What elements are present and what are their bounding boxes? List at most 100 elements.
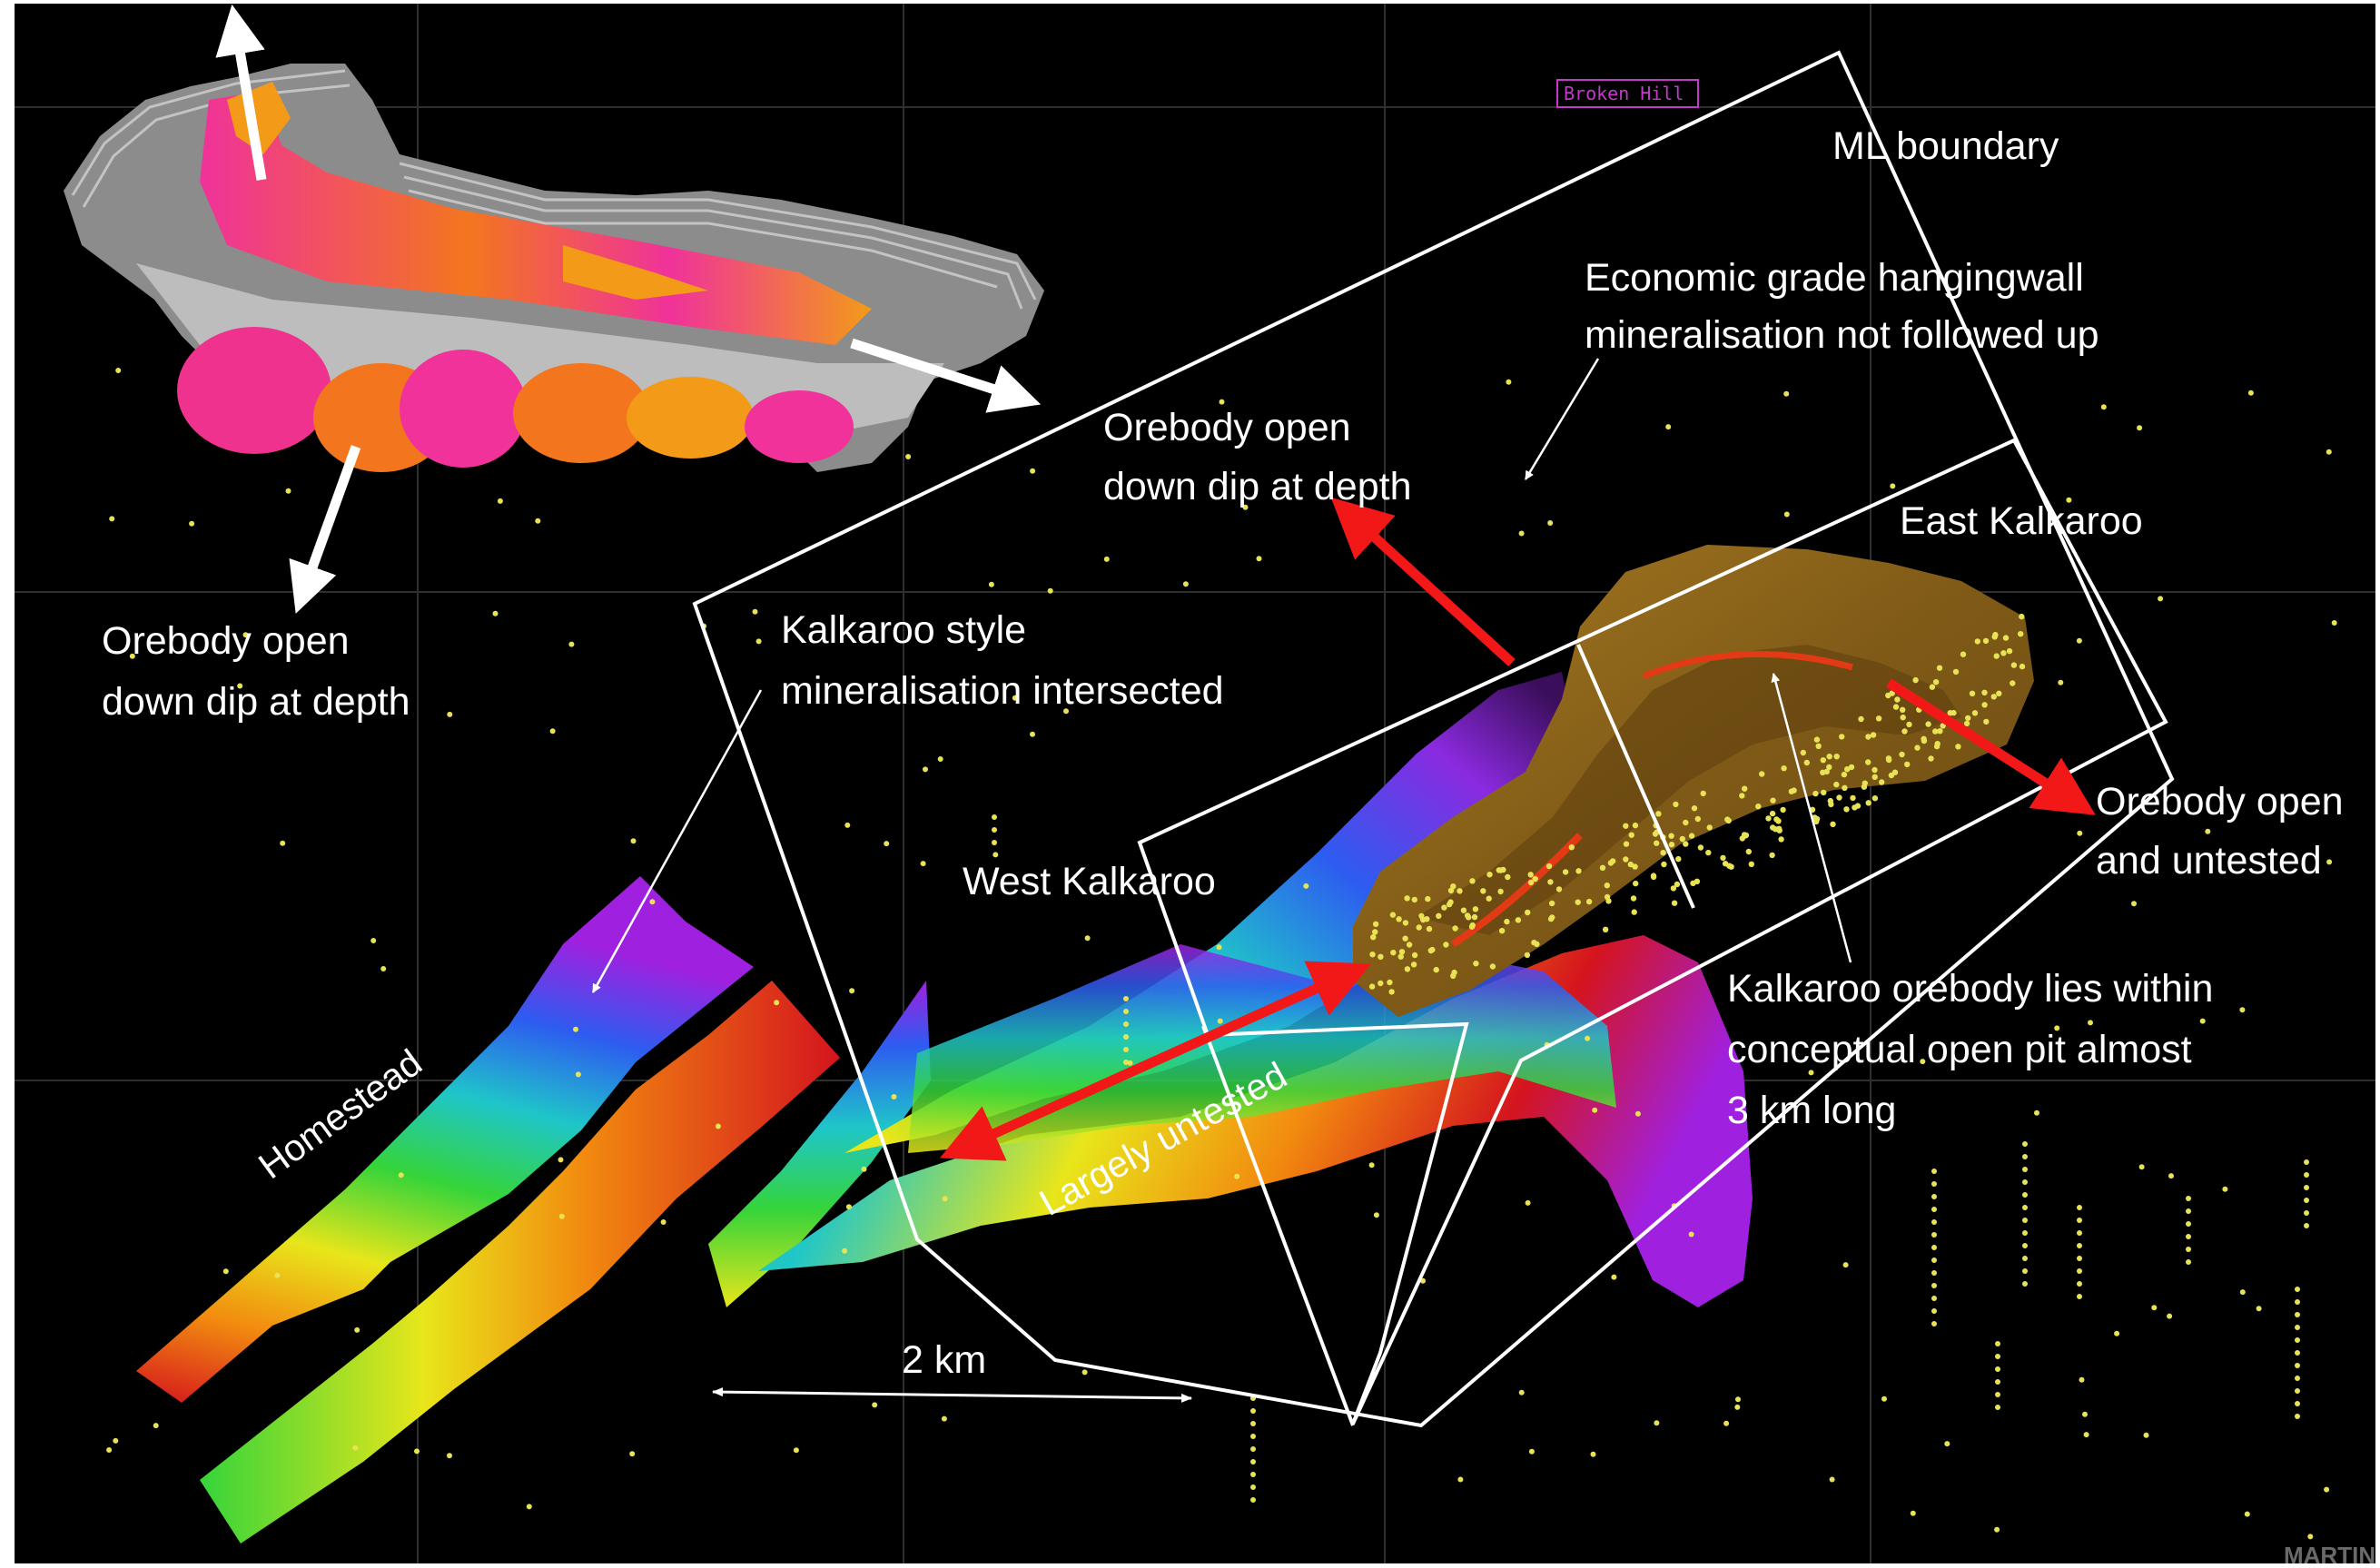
- east-kalkaroo-label: East Kalkaroo: [1900, 499, 2143, 543]
- drill-hole-dot: [1900, 715, 1906, 721]
- drill-hole-dot: [630, 838, 637, 844]
- drill-hole-dot: [1650, 873, 1657, 879]
- drill-hole-dot: [2256, 1306, 2262, 1312]
- drill-hole-dot: [1839, 734, 1845, 740]
- red-arrow-east: [1886, 678, 2096, 815]
- drill-hole-dot: [1735, 1396, 1741, 1403]
- drill-hole-dot: [1632, 822, 1639, 829]
- drill-hole-dot: [1489, 963, 1496, 970]
- drill-hole-dot: [1654, 1420, 1660, 1426]
- drill-hole-dot: [492, 610, 499, 616]
- drill-hole-dot: [1993, 653, 2000, 659]
- drill-hole-dot: [2022, 1179, 2028, 1185]
- drill-hole-dot: [2066, 497, 2072, 503]
- drill-hole-dot: [2058, 679, 2064, 685]
- drill-hole-dot: [1995, 1379, 2000, 1385]
- drill-hole-dot: [2022, 1230, 2028, 1236]
- white-arrows: [215, 4, 1042, 614]
- drill-hole-dot: [1047, 587, 1053, 594]
- drill-hole-dot: [2304, 1210, 2309, 1216]
- drill-hole-dot: [1661, 861, 1667, 868]
- drill-hole-dot: [1084, 935, 1091, 942]
- drill-hole-dot: [1836, 794, 1842, 801]
- drill-hole-dot: [1931, 1257, 1937, 1263]
- drill-hole-dot: [1123, 1047, 1129, 1052]
- drill-hole-dot: [1861, 784, 1868, 790]
- drill-hole-dot: [1865, 800, 1871, 806]
- drill-hole-dot: [1739, 793, 1745, 799]
- drill-hole-dot: [113, 1437, 119, 1444]
- drill-hole-dot: [1931, 1308, 1937, 1314]
- drill-hole-dot: [2076, 637, 2082, 644]
- drill-hole-dot: [1387, 979, 1393, 986]
- drill-hole-dot: [1995, 1366, 2000, 1372]
- drill-hole-dot: [1788, 788, 1795, 794]
- drill-hole-dot: [1378, 953, 1384, 961]
- drill-hole-dot: [1398, 949, 1406, 955]
- drill-hole-dot: [1995, 1354, 2000, 1359]
- drill-hole-dot: [2205, 828, 2211, 834]
- drill-hole-dot: [1925, 721, 1931, 727]
- drill-hole-dot: [1914, 745, 1921, 751]
- drill-hole-dot: [1368, 983, 1376, 990]
- drill-hole-dot: [1981, 702, 1988, 708]
- drill-hole-dot: [992, 852, 999, 858]
- drill-hole-dot: [2304, 1185, 2309, 1190]
- drill-hole-dot: [1900, 706, 1906, 713]
- drill-hole-dot: [2326, 449, 2332, 455]
- drill-hole-dot: [1829, 1476, 1835, 1483]
- drill-hole-dot: [1937, 728, 1943, 735]
- drill-hole-dot: [447, 1453, 452, 1459]
- drill-hole-dot: [2295, 1287, 2300, 1292]
- drill-hole-dot: [1931, 1270, 1937, 1276]
- drill-hole-dot: [109, 516, 115, 522]
- drill-hole-dot: [1994, 1526, 2000, 1533]
- drill-hole-dot: [1778, 836, 1784, 843]
- drill-hole-dot: [1373, 1212, 1379, 1218]
- drill-hole-dot: [1406, 942, 1413, 948]
- drill-hole-dot: [1881, 1395, 1887, 1402]
- corner-logo: MARTIN: [2284, 1542, 2375, 1568]
- drill-hole-dot: [1901, 728, 1908, 735]
- drill-hole-dot: [1389, 912, 1397, 918]
- drill-hole-dot: [1981, 689, 1988, 695]
- drill-hole-dot: [370, 938, 377, 943]
- drill-hole-dot: [2077, 1218, 2082, 1223]
- drill-hole-dot: [1894, 696, 1901, 703]
- open-dip-center-label-2: down dip at depth: [1103, 465, 1412, 508]
- drill-hole-dot: [1823, 768, 1831, 775]
- drill-hole-dot: [1826, 754, 1832, 760]
- drill-hole-dot: [2022, 1243, 2028, 1248]
- homestead-surface: [136, 876, 931, 1543]
- drill-hole-dot: [2022, 1268, 2028, 1274]
- drill-hole-dot: [242, 632, 249, 638]
- drill-hole-dot: [1931, 1207, 1937, 1212]
- drill-hole-dot: [1411, 952, 1418, 959]
- drill-hole-dot: [189, 520, 195, 527]
- drill-hole-dot: [1665, 424, 1672, 430]
- drill-hole-dot: [1012, 695, 1018, 701]
- drill-hole-dot: [1219, 399, 1225, 405]
- drill-hole-dot: [2158, 596, 2164, 602]
- drill-hole-dot: [1688, 1231, 1694, 1238]
- drill-hole-dot: [1030, 468, 1036, 474]
- drill-hole-dot: [2019, 663, 2026, 670]
- drill-hole-dot: [1858, 715, 1864, 723]
- drill-hole-dot: [1683, 841, 1689, 847]
- drill-hole-dot: [1623, 823, 1629, 829]
- drill-hole-dot: [1742, 833, 1748, 839]
- drill-hole-dot: [2082, 1411, 2088, 1417]
- drill-hole-dot: [1759, 771, 1765, 777]
- drill-hole-dot: [2022, 1218, 2028, 1223]
- drill-hole-dot: [2326, 859, 2333, 865]
- drill-hole-dot: [1871, 795, 1879, 802]
- drill-hole-dot: [1471, 913, 1478, 921]
- drill-hole-dot: [1605, 898, 1612, 904]
- drill-hole-dot: [1460, 907, 1467, 913]
- drill-hole-dot: [1815, 743, 1822, 749]
- drill-hole-dot: [1688, 833, 1695, 839]
- drill-hole-dot: [1234, 1173, 1240, 1179]
- drill-hole-dot: [1123, 1009, 1129, 1014]
- drill-hole-dot: [1899, 751, 1905, 758]
